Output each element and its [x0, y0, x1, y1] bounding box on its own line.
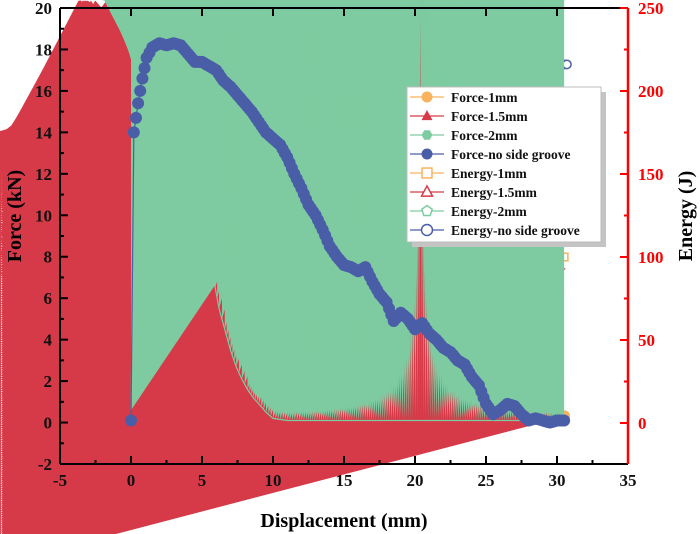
legend: Force-1mm Force-1.5mm Force-2mm Force-no si… — [406, 86, 606, 247]
legend-item: Force-1.5mm — [410, 109, 528, 124]
legend-label: Force-1.5mm — [451, 109, 528, 124]
series-layer — [0, 0, 572, 534]
legend-label: Energy-2mm — [451, 204, 527, 219]
axes-layer: -5 0 5 10 15 20 25 30 35-20246810121416182005010… — [35, 0, 664, 490]
series-force-no-side-groove — [125, 37, 571, 429]
data-point — [125, 414, 137, 427]
y-tick-label: 12 — [35, 165, 52, 184]
legend-marker-open-circle-icon — [420, 223, 434, 237]
legend-label: Force-1mm — [451, 90, 518, 105]
y-tick-label: 10 — [35, 206, 52, 225]
y-tick-label: 16 — [35, 82, 52, 101]
legend-item: Force-2mm — [410, 128, 518, 143]
legend-marker-filled-hexagon-icon — [421, 130, 433, 140]
data-point — [130, 111, 142, 124]
legend-marker-filled-circle-icon — [421, 148, 433, 160]
data-point — [200, 0, 203, 203]
legend-label: Energy-1.5mm — [451, 185, 538, 200]
legend-item: Energy-1mm — [410, 166, 527, 181]
y2-tick-label: 150 — [638, 165, 664, 184]
x-tick-label: 25 — [478, 471, 495, 490]
legend-box — [406, 86, 602, 243]
y-tick-label: 6 — [44, 289, 53, 308]
x-tick-label: 5 — [198, 471, 207, 490]
x-tick-label: -5 — [53, 471, 67, 490]
legend-item: Energy-2mm — [410, 204, 527, 219]
legend-marker-open-pentagon-icon — [420, 204, 434, 217]
data-point — [138, 62, 151, 75]
y2-tick-label: 0 — [638, 414, 647, 433]
y2-tick-label: 200 — [638, 82, 664, 101]
data-point — [134, 84, 147, 97]
legend-marker-open-triangle-icon — [420, 184, 434, 197]
legend-label: Energy-no side groove — [451, 223, 580, 238]
y2-tick-label: 100 — [638, 248, 664, 267]
data-point — [193, 0, 199, 194]
legend-label: Energy-1mm — [451, 166, 527, 181]
data-point — [132, 97, 145, 110]
y2-axis-title: Energy (J) — [675, 171, 697, 262]
y-tick-label: -2 — [38, 455, 52, 474]
y-tick-label: 18 — [35, 40, 52, 59]
data-point — [127, 126, 140, 139]
data-point — [136, 72, 149, 85]
x-tick-label: 0 — [127, 471, 136, 490]
x-tick-label: 30 — [549, 471, 566, 490]
y-tick-label: 8 — [44, 248, 53, 267]
legend-item: Force-no side groove — [410, 147, 570, 162]
data-point — [558, 414, 571, 427]
y2-tick-label: 250 — [638, 0, 664, 18]
y-axis-title: Force (kN) — [4, 170, 26, 262]
legend-label: Force-2mm — [451, 128, 518, 143]
data-point — [184, 0, 197, 185]
legend-marker-open-square-icon — [421, 167, 433, 179]
legend-marker-filled-triangle-icon — [421, 109, 433, 121]
legend-label: Force-no side groove — [451, 147, 570, 162]
y-tick-label: 14 — [35, 123, 53, 142]
y-tick-label: 20 — [35, 0, 52, 18]
legend-item: Energy-1.5mm — [410, 184, 538, 200]
legend-item: Force-1mm — [410, 90, 518, 105]
y2-tick-label: 50 — [638, 331, 655, 350]
y-tick-label: 0 — [44, 414, 53, 433]
legend-item: Energy-no side groove — [410, 223, 580, 238]
y-tick-label: 2 — [44, 372, 53, 391]
legend-marker-filled-circle-icon — [421, 91, 433, 103]
x-tick-label: 20 — [407, 471, 424, 490]
x-tick-label: 10 — [265, 471, 282, 490]
y-tick-label: 4 — [44, 331, 53, 350]
x-tick-label: 35 — [620, 471, 637, 490]
x-tick-label: 15 — [336, 471, 353, 490]
x-axis-title: Displacement (mm) — [260, 510, 427, 532]
